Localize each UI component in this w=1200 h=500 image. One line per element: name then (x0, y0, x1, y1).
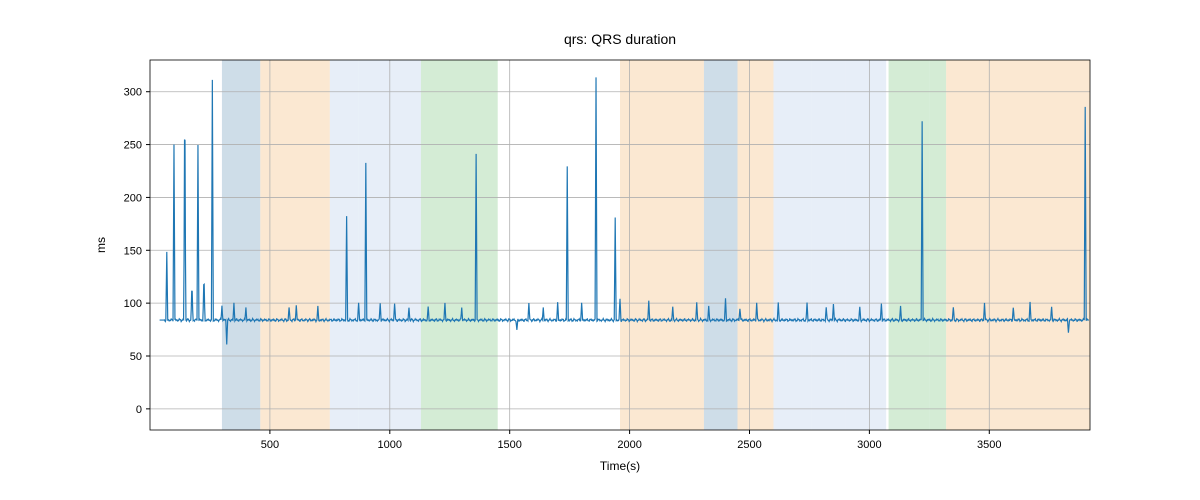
svg-text:200: 200 (124, 192, 142, 204)
svg-text:500: 500 (261, 439, 279, 451)
chart-container: 500 1000 1500 2000 2500 3000 3500 0 50 100 150 200 2… (0, 0, 1200, 500)
qrs-duration-chart: 500 1000 1500 2000 2500 3000 3500 0 50 100 150 200 2… (0, 0, 1200, 500)
shaded-regions (222, 60, 1090, 430)
svg-text:1500: 1500 (497, 439, 521, 451)
svg-text:100: 100 (124, 298, 142, 310)
y-axis-label: ms (94, 237, 108, 253)
svg-text:1000: 1000 (378, 439, 402, 451)
svg-text:2000: 2000 (617, 439, 641, 451)
svg-text:2500: 2500 (737, 439, 761, 451)
svg-text:300: 300 (124, 87, 142, 99)
chart-title: qrs: QRS duration (564, 31, 676, 47)
svg-text:3500: 3500 (977, 439, 1001, 451)
svg-text:3000: 3000 (857, 439, 881, 451)
svg-text:150: 150 (124, 245, 142, 257)
svg-text:0: 0 (136, 404, 142, 416)
svg-text:250: 250 (124, 140, 142, 152)
svg-text:50: 50 (130, 351, 142, 363)
x-axis-label: Time(s) (600, 459, 640, 473)
